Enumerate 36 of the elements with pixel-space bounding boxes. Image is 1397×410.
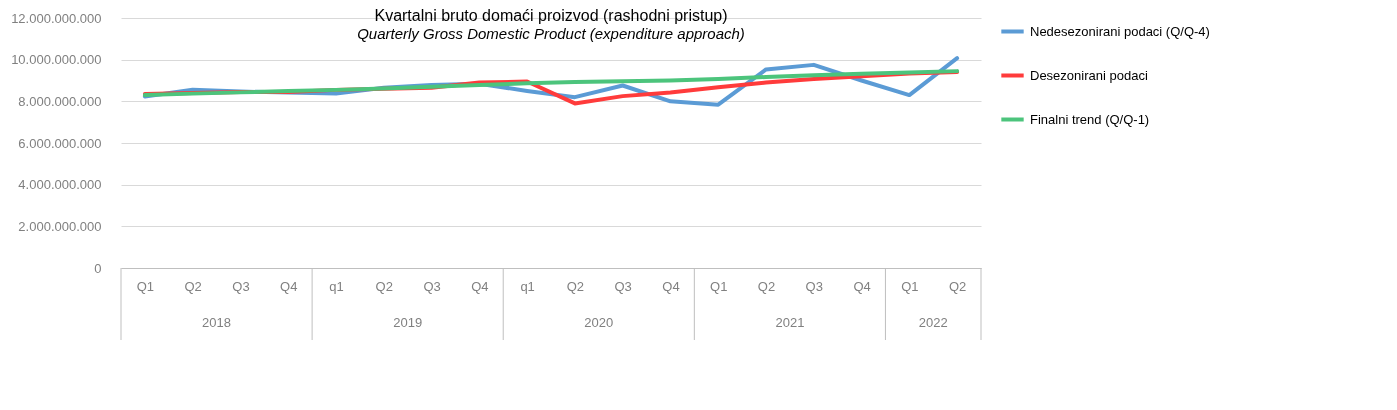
legend-label: Finalni trend (Q/Q-1) <box>1030 111 1150 127</box>
x-tick-label: Q2 <box>948 278 967 294</box>
x-tick-label: Q3 <box>805 278 823 294</box>
x-tick-label: Q2 <box>375 278 393 294</box>
chart-subtitle: Quarterly Gross Domestic Product (expenditure approach) <box>357 25 745 42</box>
y-tick-label: 4.000.000.000 <box>18 177 102 193</box>
x-tick-label: q1 <box>329 278 344 294</box>
x-tick-label: Q2 <box>184 278 202 294</box>
chart-title: Kvartalni bruto domaći proizvod (rashodni pristup) <box>374 7 728 24</box>
legend-label: Desezonirani podaci <box>1030 67 1148 83</box>
text: 2022 <box>918 315 948 330</box>
text: 2019 <box>393 315 423 330</box>
x-tick-label: Q3 <box>614 278 632 294</box>
y-tick-label: 8.000.000.000 <box>18 93 102 109</box>
y-tick-label: 0 <box>94 260 102 276</box>
x-tick-label: Q1 <box>901 278 919 294</box>
y-tick-label: 12.000.000.000 <box>11 10 102 26</box>
y-tick-label: 10.000.000.000 <box>11 52 102 68</box>
x-tick-label: Q3 <box>423 278 441 294</box>
x-tick-label: Q1 <box>710 278 728 294</box>
x-tick-label: Q3 <box>232 278 250 294</box>
x-tick-label: Q4 <box>662 278 680 294</box>
y-tick-label: 2.000.000.000 <box>18 218 102 234</box>
x-tick-label: Q4 <box>471 278 489 294</box>
text: 2018 <box>202 315 232 330</box>
line-series <box>142 69 960 98</box>
x-tick-label: Q2 <box>566 278 585 294</box>
x-tick-label: Q1 <box>136 278 155 294</box>
x-tick-label: q1 <box>520 278 535 294</box>
x-tick-label: Q2 <box>757 278 776 294</box>
text: 2020 <box>584 315 614 330</box>
text: 2021 <box>775 315 805 330</box>
x-tick-label: Q4 <box>853 278 871 294</box>
x-tick-label: Q4 <box>280 278 298 294</box>
y-tick-label: 6.000.000.000 <box>18 135 102 151</box>
legend-label: Nedesezonirani podaci (Q/Q-4) <box>1030 23 1210 39</box>
